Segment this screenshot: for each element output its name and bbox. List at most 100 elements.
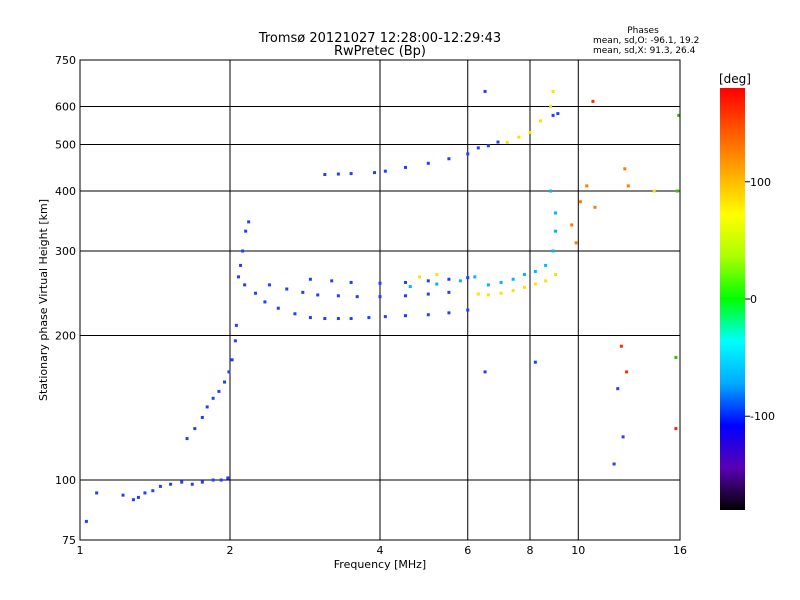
x-tick-label: 1 [77, 544, 84, 557]
y-tick-label: 100 [55, 474, 76, 487]
colorbar-ticks: 100 0 -100 [745, 176, 775, 423]
data-point [466, 276, 470, 280]
data-point [219, 478, 223, 482]
y-tick-label: 500 [55, 139, 76, 152]
x-tick-label: 8 [527, 544, 534, 557]
data-point [625, 370, 629, 374]
data-point [226, 476, 230, 480]
x-tick-label: 16 [673, 544, 687, 557]
data-point [227, 370, 231, 374]
data-point [403, 314, 407, 318]
phase-info: Phases mean, sd,O: -96.1, 19.2 mean, sd,… [593, 26, 699, 56]
y-tick-labels: 75 100 200 300 400 500 600 750 [55, 54, 76, 547]
y-tick-label: 750 [55, 54, 76, 67]
data-point [593, 205, 597, 209]
data-point [435, 273, 439, 277]
colorbar-label: [deg] [719, 72, 751, 86]
data-point [233, 339, 237, 343]
data-point [533, 269, 537, 273]
x-axis-label: Frequency [MHz] [334, 558, 426, 571]
data-point [517, 135, 521, 139]
data-point [570, 223, 574, 227]
data-point [505, 140, 509, 144]
data-point [355, 295, 359, 299]
data-point [323, 317, 327, 321]
data-point [403, 280, 407, 284]
data-point [447, 157, 451, 161]
data-point [205, 405, 209, 409]
y-tick-label: 200 [55, 330, 76, 343]
data-point [230, 358, 234, 362]
y-tick-label: 400 [55, 185, 76, 198]
data-point [447, 290, 451, 294]
data-point [143, 491, 147, 495]
data-point [349, 172, 353, 176]
data-point [626, 184, 630, 188]
data-point [200, 480, 204, 484]
data-point [426, 279, 430, 283]
data-point [383, 169, 387, 173]
data-point [486, 144, 490, 148]
data-point [523, 285, 527, 289]
data-point [330, 279, 334, 283]
data-point [533, 282, 537, 286]
data-point [378, 281, 382, 285]
data-point [556, 112, 560, 116]
data-point [308, 277, 312, 281]
data-point [549, 105, 553, 109]
data-point [553, 211, 557, 215]
data-point [544, 263, 548, 267]
data-point [234, 323, 238, 327]
data-point [551, 249, 555, 253]
data-point [308, 316, 312, 320]
phase-heading: Phases [627, 26, 659, 36]
data-point [551, 89, 555, 93]
data-point [483, 89, 487, 93]
grid [80, 60, 680, 540]
data-point [675, 189, 679, 193]
data-point [349, 280, 353, 284]
data-point [499, 280, 503, 284]
data-point [169, 482, 173, 486]
data-point [253, 291, 257, 295]
data-point [236, 275, 240, 279]
data-point [200, 415, 204, 419]
data-point [403, 294, 407, 298]
data-point [623, 167, 627, 171]
y-tick-label: 300 [55, 245, 76, 258]
data-point [244, 229, 248, 233]
phase-line-o: mean, sd,O: -96.1, 19.2 [593, 36, 699, 46]
x-tick-label: 4 [377, 544, 384, 557]
colorbar: [deg] 100 0 -100 [719, 72, 775, 510]
data-point [243, 283, 247, 287]
phase-line-x: mean, sd,X: 91.3, 26.4 [593, 46, 696, 56]
data-point [285, 287, 289, 291]
data-point [336, 317, 340, 321]
data-points [84, 89, 681, 523]
data-point [373, 171, 377, 175]
data-point [267, 283, 271, 287]
data-point [217, 389, 221, 393]
data-point [473, 275, 477, 279]
data-point [239, 263, 243, 267]
data-point [223, 380, 227, 384]
data-point [241, 249, 245, 253]
data-point [553, 229, 557, 233]
y-axis-label: Stationary phase Virtual Height [km] [37, 199, 50, 401]
data-point [316, 293, 320, 297]
data-point [539, 119, 543, 123]
data-point [574, 241, 578, 245]
data-point [180, 480, 184, 484]
data-point [151, 489, 155, 493]
data-point [466, 308, 470, 312]
colorbar-tick-label: 0 [750, 293, 757, 306]
data-point [383, 315, 387, 319]
data-point [426, 161, 430, 165]
data-point [483, 370, 487, 374]
data-point [612, 462, 616, 466]
data-point [131, 498, 135, 502]
data-point [349, 317, 353, 321]
chart-title: Tromsø 20121027 12:28:00-12:29:43 [258, 31, 501, 46]
data-point [523, 273, 527, 277]
data-point [553, 273, 557, 277]
